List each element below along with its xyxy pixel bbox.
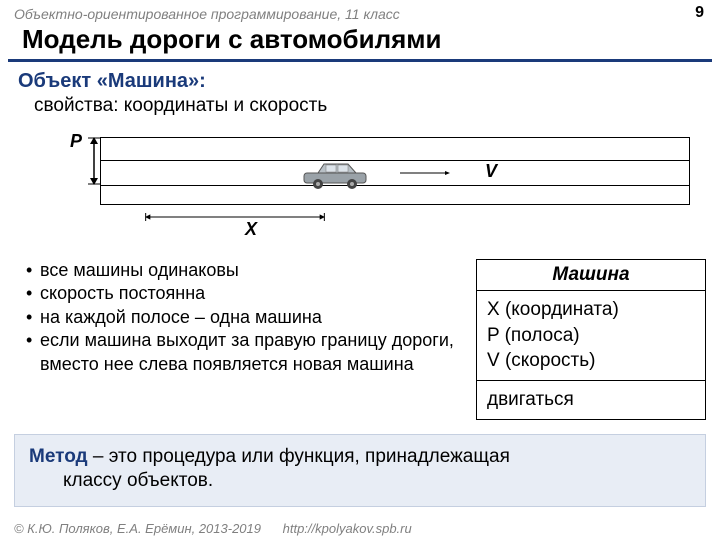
- method-keyword: Метод: [29, 446, 88, 467]
- page-number: 9: [695, 4, 704, 22]
- class-table: Машина X (координата) P (полоса) V (скор…: [476, 259, 706, 420]
- lane-divider: [101, 160, 689, 161]
- p-label: P: [70, 131, 82, 152]
- lane-divider: [101, 185, 689, 186]
- list-item: если машина выходит за правую границу до…: [26, 329, 458, 376]
- list-item: на каждой полосе – одна машина: [26, 306, 458, 329]
- car-icon: [300, 159, 370, 189]
- method-definition-box: Метод – это процедура или функция, прина…: [14, 434, 706, 507]
- road-diagram: P V X: [70, 129, 706, 249]
- breadcrumb: Объектно-ориентированное программировани…: [0, 0, 720, 24]
- footer: © К.Ю. Поляков, Е.А. Ерёмин, 2013-2019 h…: [14, 521, 412, 536]
- method-text-1: – это процедура или функция, принадлежащ…: [88, 446, 510, 467]
- object-subtitle: Объект «Машина»:: [0, 70, 720, 93]
- method-text-2: классу объектов.: [29, 469, 691, 494]
- footer-url: http://kpolyakov.spb.ru: [283, 521, 412, 536]
- properties-text: свойства: координаты и скорость: [0, 93, 720, 123]
- bullet-list: все машины одинаковы скорость постоянна …: [14, 259, 458, 420]
- class-table-methods: двигаться: [477, 381, 705, 419]
- p-dimension-arrow-icon: [88, 137, 100, 185]
- page-title: Модель дороги с автомобилями: [8, 24, 712, 62]
- copyright-text: © К.Ю. Поляков, Е.А. Ерёмин, 2013-2019: [14, 521, 261, 536]
- v-label: V: [485, 161, 497, 182]
- v-arrow-icon: [375, 171, 475, 175]
- list-item: все машины одинаковы: [26, 259, 458, 282]
- x-label: X: [245, 219, 257, 240]
- list-item: скорость постоянна: [26, 282, 458, 305]
- class-table-header: Машина: [477, 260, 705, 291]
- x-dimension-arrow-icon: [100, 213, 370, 225]
- class-table-props: X (координата) P (полоса) V (скорость): [477, 291, 705, 381]
